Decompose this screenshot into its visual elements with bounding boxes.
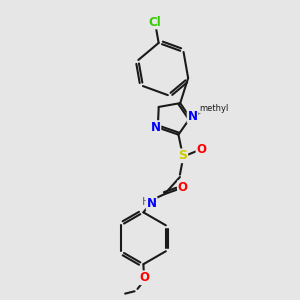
Text: N: N bbox=[151, 121, 160, 134]
Text: O: O bbox=[140, 271, 150, 284]
Text: H: H bbox=[142, 197, 150, 207]
Text: O: O bbox=[196, 143, 206, 156]
Text: S: S bbox=[178, 149, 188, 162]
Text: N: N bbox=[188, 110, 198, 123]
Text: methyl: methyl bbox=[199, 104, 229, 113]
Text: O: O bbox=[178, 181, 188, 194]
Text: N: N bbox=[147, 197, 157, 210]
Text: Cl: Cl bbox=[149, 16, 161, 28]
